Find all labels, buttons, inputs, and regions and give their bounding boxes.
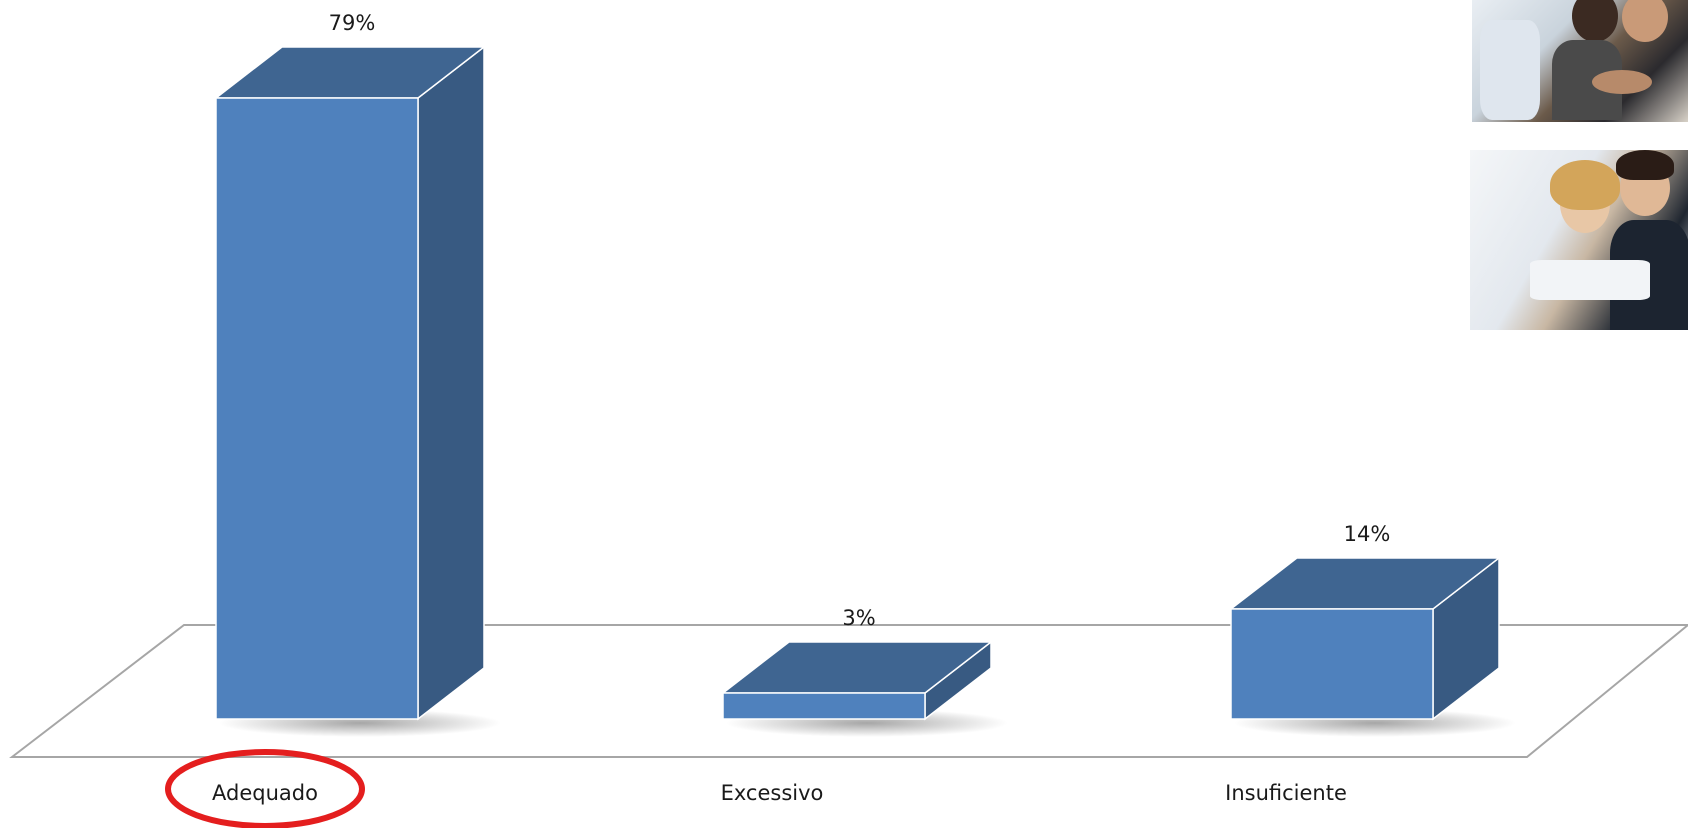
data-label-adequado: 79% bbox=[329, 11, 376, 35]
data-labels: 79% 3% 14% bbox=[329, 11, 1391, 630]
highlight-circle bbox=[165, 749, 365, 828]
bar-adequado bbox=[213, 45, 487, 721]
bar-front-insuficiente bbox=[1230, 608, 1434, 720]
bar-front-excessivo bbox=[722, 692, 926, 720]
category-label-excessivo: Excessivo bbox=[721, 781, 824, 805]
bar-front-adequado bbox=[215, 97, 419, 720]
business-meeting-photo bbox=[1470, 150, 1688, 330]
bars bbox=[213, 45, 1502, 721]
bar-excessivo bbox=[720, 640, 994, 721]
handshake-photo bbox=[1472, 0, 1688, 122]
category-labels: Adequado Excessivo Insuficiente bbox=[212, 781, 1347, 805]
category-label-insuficiente: Insuficiente bbox=[1225, 781, 1347, 805]
data-label-excessivo: 3% bbox=[842, 606, 875, 630]
bar-side-adequado bbox=[417, 45, 485, 721]
category-label-adequado: Adequado bbox=[212, 781, 318, 805]
bar-insuficiente bbox=[1228, 556, 1502, 721]
data-label-insuficiente: 14% bbox=[1344, 522, 1391, 546]
